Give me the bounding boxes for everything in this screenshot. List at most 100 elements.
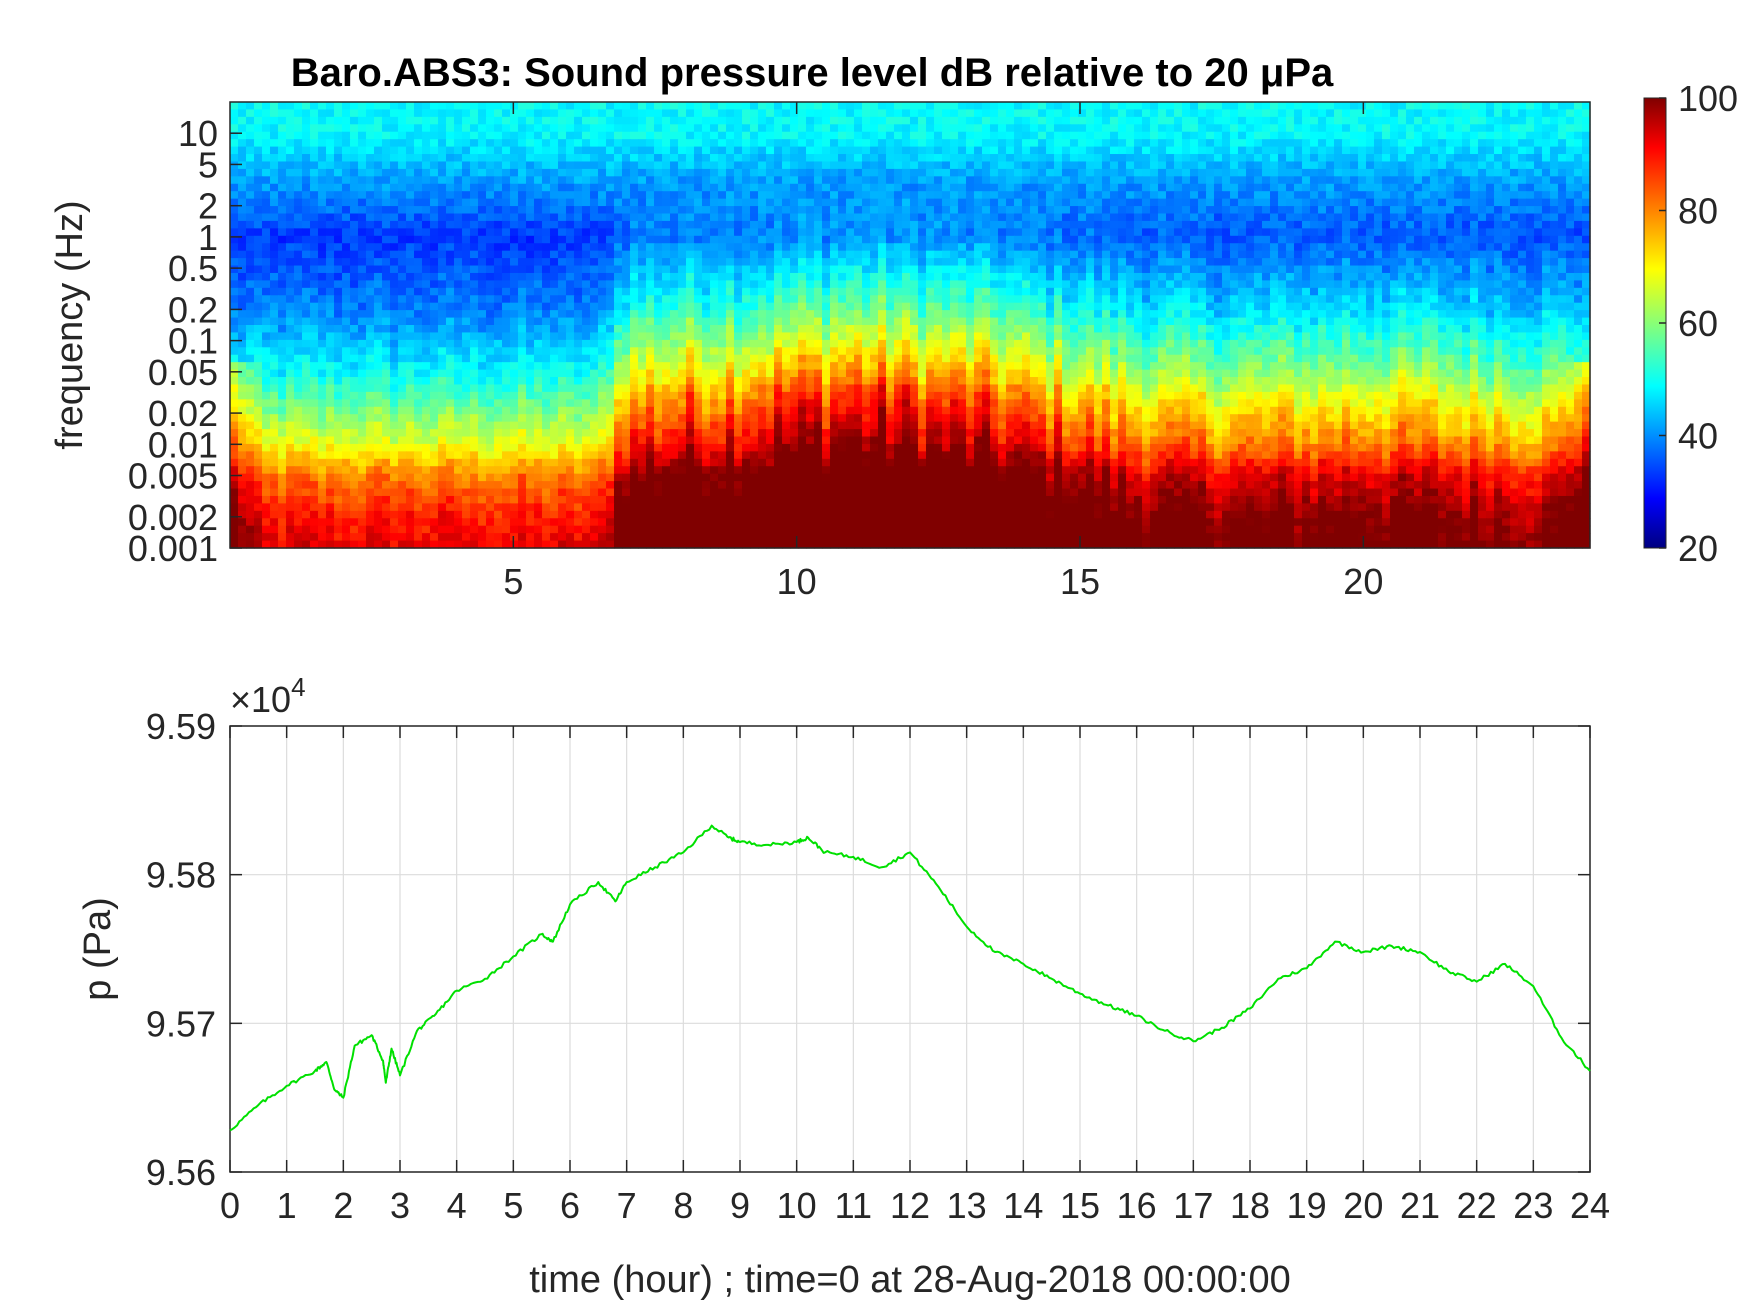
spectrogram-cell [1102,258,1111,267]
spectrogram-cell [718,161,727,170]
spectrogram-cell [382,102,391,111]
spectrogram-cell [654,102,663,111]
spectrogram-cell [1558,235,1567,244]
spectrogram-cell [430,198,439,207]
spectrogram-cell [1390,220,1399,229]
spectrogram-cell [1246,235,1255,244]
spectrogram-cell [1566,265,1575,274]
spectrogram-cell [1558,213,1567,222]
spectrogram-cell [1166,191,1175,200]
spectrogram-cell [1286,228,1295,237]
spectrogram-cell [1374,250,1383,259]
spectrogram-cell [254,124,263,133]
spectrogram-cell [390,213,399,222]
spectrogram-cell [422,213,431,222]
spectrogram-cell [678,183,687,192]
spectrogram-cell [262,310,271,319]
spectrogram-cell [550,139,559,148]
spectrogram-cell [830,213,839,222]
spectrogram-cell [558,116,567,125]
spectrogram-cell [910,213,919,222]
spectrogram-cell [766,176,775,185]
spectrogram-cell [1414,280,1423,289]
spectrogram-cell [1310,272,1319,281]
spectrogram-cell [1230,161,1239,170]
spectrogram-cell [654,287,663,296]
spectrogram-cell [678,206,687,215]
spectrogram-cell [230,176,239,185]
spectrogram-cell [1086,131,1095,140]
spectrogram-cell [822,191,831,200]
spectrogram-cell [678,198,687,207]
spectrogram-cell [1254,302,1263,311]
spectrogram-cell [622,161,631,170]
spectrogram-cell [1422,206,1431,215]
spectrogram-cell [478,176,487,185]
spectrogram-cell [662,302,671,311]
spectrogram-cell [526,146,535,155]
spectrogram-cell [1510,250,1519,259]
spectrogram-cell [1190,287,1199,296]
spectrogram-cell [894,220,903,229]
spectrogram-cell [638,243,647,252]
spectrogram-cell [1526,287,1535,296]
spectrogram-cell [822,124,831,133]
spectrogram-cell [534,168,543,177]
spectrogram-cell [1142,139,1151,148]
spectrogram-cell [246,124,255,133]
spectrogram-cell [542,235,551,244]
spectrogram-cell [606,183,615,192]
spectrogram-cell [878,228,887,237]
spectrogram-cell [814,310,823,319]
spectrogram-cell [590,220,599,229]
spectrogram-cell [950,131,959,140]
spectrogram-cell [462,243,471,252]
spectrogram-cell [1150,250,1159,259]
spectrogram-cell [478,272,487,281]
spectrogram-cell [694,235,703,244]
spectrogram-cell [1254,102,1263,111]
spectrogram-cell [750,250,759,259]
spectrogram-cell [1174,146,1183,155]
spectrogram-cell [230,213,239,222]
spectrogram-cell [342,146,351,155]
spectrogram-cell [254,265,263,274]
spectrogram-cell [846,235,855,244]
spectrogram-cell [1174,154,1183,163]
spectrogram-cell [726,183,735,192]
spectrogram-cell [542,139,551,148]
spectrogram-cell [1206,146,1215,155]
spectrogram-cell [286,131,295,140]
spectrogram-cell [1446,272,1455,281]
spectrogram-cell [686,168,695,177]
spectrogram-cell [1190,258,1199,267]
spectrogram-cell [1470,191,1479,200]
spectrogram-cell [1350,287,1359,296]
spectrogram-cell [1278,206,1287,215]
spectrogram-cell [1334,265,1343,274]
spectrogram-cell [1246,310,1255,319]
spectrogram-cell [1214,302,1223,311]
spectrogram-cell [230,183,239,192]
spectrogram-cell [398,317,407,326]
spectrogram-cell [966,272,975,281]
spectrogram-cell [902,265,911,274]
spectrogram-cell [1414,287,1423,296]
spectrogram-cell [574,228,583,237]
spectrogram-cell [662,154,671,163]
spectrogram-cell [622,310,631,319]
spectrogram-cell [694,250,703,259]
spectrogram-cell [886,280,895,289]
spectrogram-cell [1342,228,1351,237]
spectrogram-cell [470,183,479,192]
spectrogram-cell [414,243,423,252]
spectrogram-cell [1046,176,1055,185]
spectrogram-cell [1278,243,1287,252]
spectrogram-cell [814,183,823,192]
spectrogram-cell [1534,295,1543,304]
spectrogram-cell [910,109,919,118]
spectrogram-cell [1046,168,1055,177]
spectrogram-cell [1230,124,1239,133]
spectrogram-cell [230,146,239,155]
spectrogram-cell [1238,124,1247,133]
